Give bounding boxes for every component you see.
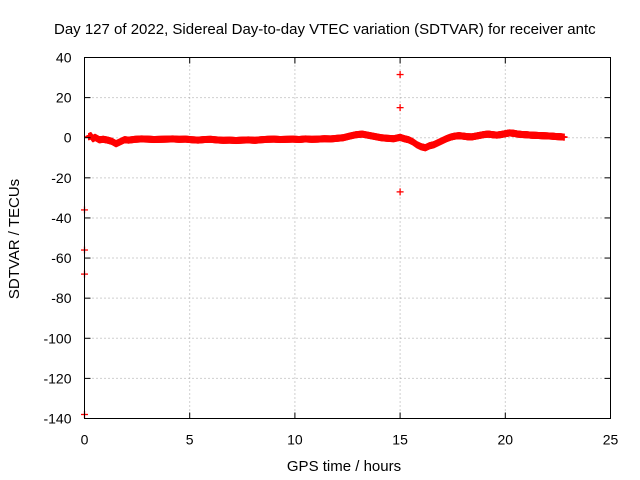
y-tick-label: 0 <box>64 130 72 146</box>
y-tick-label: 20 <box>56 90 72 106</box>
x-tick-label: 25 <box>603 432 619 448</box>
y-tick-label: -20 <box>51 170 71 186</box>
plot-frame <box>84 57 611 419</box>
x-tick-label: 10 <box>287 432 303 448</box>
grid <box>84 57 611 419</box>
axes: 0 5 10 15 20 25 40 20 0 -20 -40 -60 -80 -100 -120 -140 <box>43 50 618 448</box>
data-point <box>396 104 404 112</box>
y-tick-label: -100 <box>43 330 71 346</box>
x-tick-label: 20 <box>498 432 514 448</box>
chart-title: Day 127 of 2022, Sidereal Day-to-day VTE… <box>54 21 596 38</box>
x-tick-label: 15 <box>392 432 408 448</box>
x-tick-label: 0 <box>81 432 89 448</box>
y-tick-label: -140 <box>43 411 71 427</box>
y-tick-label: -40 <box>51 210 71 226</box>
data-point <box>396 188 404 196</box>
data-point <box>560 133 568 141</box>
y-tick-label: 40 <box>56 50 72 66</box>
data-points <box>81 71 568 418</box>
x-axis-title: GPS time / hours <box>287 458 401 475</box>
y-tick-label: -80 <box>51 290 71 306</box>
y-tick-label: -60 <box>51 250 71 266</box>
data-point <box>396 71 404 79</box>
y-tick-label: -120 <box>43 370 71 386</box>
x-tick-label: 5 <box>186 432 194 448</box>
y-axis-title: SDTVAR / TECUs <box>6 179 23 299</box>
